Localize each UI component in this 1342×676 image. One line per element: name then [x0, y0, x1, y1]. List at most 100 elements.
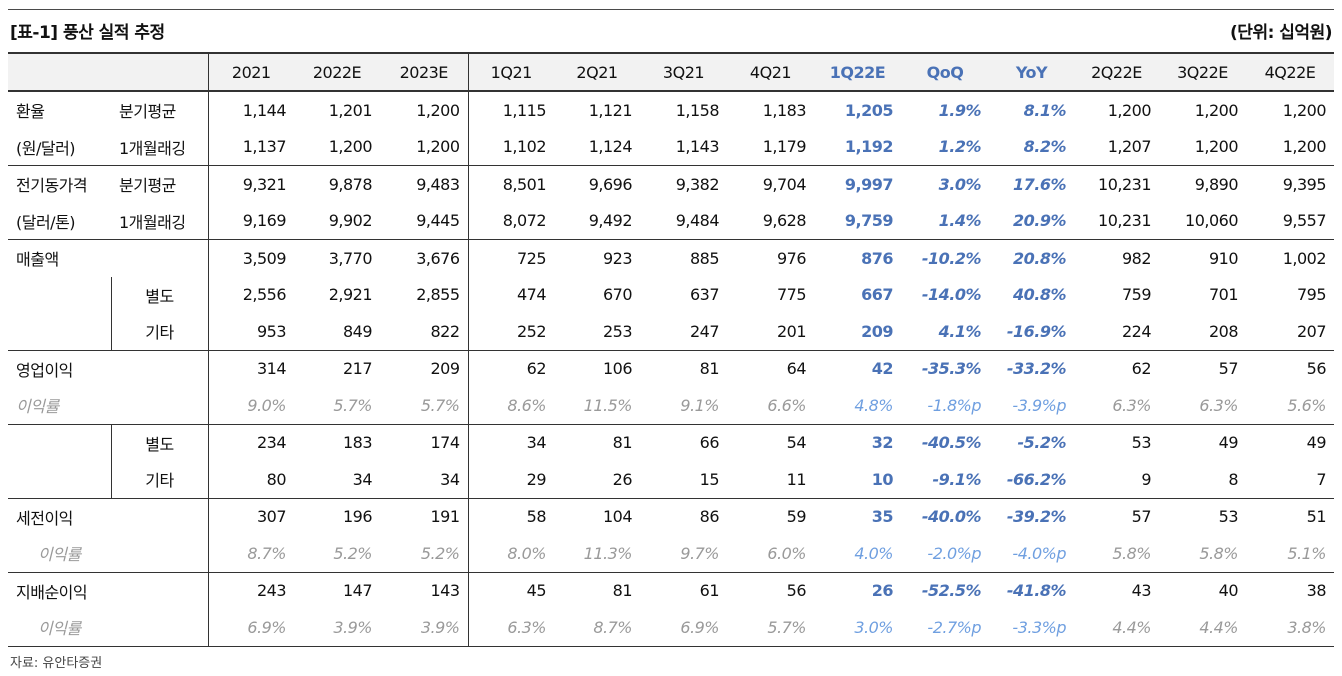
value-cell: 1,124 [554, 128, 640, 166]
value-cell: -39.2% [1006, 507, 1067, 527]
value-cell: 61 [699, 581, 720, 601]
value-cell: 9,878 [328, 174, 373, 194]
value-cell: 9,445 [380, 202, 469, 240]
value-cell: 5.7% [294, 387, 380, 425]
value-cell: 1,207 [1074, 128, 1159, 166]
table-row: 영업이익 314 217 209 62 106 81 64 42 -35.3% -33.2% 62 57… [8, 350, 1334, 387]
value-cell: 11.5% [554, 387, 640, 425]
value-cell: 147 [342, 581, 373, 601]
value-cell: 9,484 [640, 202, 727, 240]
row-label-empty [8, 313, 112, 351]
table-row: 기타 953 849 822 252 253 247 201 209 4.1% -16.9% 224 2… [8, 313, 1334, 351]
value-cell: 208 [1159, 313, 1246, 351]
value-cell: 143 [380, 572, 469, 609]
table-title: [표-1] 풍산 실적 추정 [10, 23, 165, 43]
value-cell: 40 [1218, 581, 1239, 601]
value-cell: 6.3% [1074, 387, 1159, 425]
value-cell: 795 [1296, 285, 1327, 305]
value-cell: 4.8% [814, 387, 901, 425]
value-cell: 183 [342, 433, 373, 453]
value-cell: 2,855 [380, 276, 469, 313]
value-cell: 849 [294, 313, 380, 351]
row-sublabel: 1개월래깅 [111, 128, 209, 166]
value-cell: -14.0% [921, 285, 982, 305]
value-cell: 3,676 [380, 239, 469, 277]
table-row: 이익률 8.7% 5.2% 5.2% 8.0% 11.3% 9.7% 6.0% 4.0% -2.0… [8, 535, 1334, 573]
value-cell: 6.3% [1159, 387, 1246, 425]
col-header: 2Q22E [1074, 52, 1159, 92]
value-cell: 976 [776, 248, 807, 268]
value-cell: 57 [1131, 507, 1152, 527]
table-row: 이익률 6.9% 3.9% 3.9% 6.3% 8.7% 6.9% 5.7% 3.0% -2.7%… [8, 609, 1334, 647]
table-row: 세전이익 307 196 191 58 104 86 59 35 -40.0% -39.2% 57 53… [8, 498, 1334, 535]
value-cell: 1,183 [762, 100, 807, 120]
table-row: 전기동가격 분기평균 9,321 9,878 9,483 8,501 9,696 9,382 9… [8, 165, 1334, 203]
value-cell: 49 [1306, 433, 1327, 453]
row-sublabel: 기타 [111, 461, 209, 499]
value-cell: 9.0% [208, 387, 294, 425]
value-cell: -2.7%p [901, 609, 989, 647]
value-cell: 32 [871, 433, 894, 453]
row-label: (달러/톤) [8, 202, 111, 240]
value-cell: -33.2% [1006, 359, 1067, 379]
value-cell: 9,704 [762, 174, 807, 194]
value-cell: 49 [1218, 433, 1239, 453]
value-cell: 885 [689, 248, 720, 268]
value-cell: 1.2% [901, 128, 989, 166]
table-row: 별도 2,556 2,921 2,855 474 670 637 775 667 -14.0% 40… [8, 276, 1334, 313]
value-cell: -40.0% [921, 507, 982, 527]
value-cell: 1,143 [640, 128, 727, 166]
value-cell: 26 [871, 581, 894, 601]
value-cell: 9,492 [554, 202, 640, 240]
col-header: 2021 [208, 52, 294, 92]
row-sublabel: 기타 [111, 313, 209, 351]
value-cell: -3.3%p [989, 609, 1074, 647]
col-header: 4Q21 [727, 52, 814, 92]
value-cell: 62 [1131, 359, 1152, 379]
value-cell: 9,169 [208, 202, 294, 240]
value-cell: -3.9%p [989, 387, 1074, 425]
value-cell: 1,115 [502, 100, 547, 120]
value-cell: 822 [380, 313, 469, 351]
value-cell: 86 [699, 507, 720, 527]
value-cell: 174 [380, 424, 469, 461]
value-cell: 81 [699, 359, 720, 379]
value-cell: 1,201 [328, 100, 373, 120]
value-cell: 759 [1121, 285, 1152, 305]
value-cell: 20.8% [1012, 248, 1067, 268]
value-cell: 11.3% [554, 535, 640, 573]
row-sublabel: 1개월래깅 [111, 202, 209, 240]
value-cell: 201 [727, 313, 814, 351]
row-sublabel: 분기평균 [111, 91, 209, 129]
value-cell: -52.5% [921, 581, 982, 601]
value-cell: -66.2% [989, 461, 1074, 499]
value-cell: 57 [1218, 359, 1239, 379]
row-label: 이익률 [8, 609, 209, 647]
value-cell: 62 [526, 359, 547, 379]
value-cell: 314 [256, 359, 287, 379]
value-cell: -2.0%p [901, 535, 989, 573]
row-sublabel: 별도 [111, 276, 209, 313]
value-cell: 9,696 [588, 174, 633, 194]
value-cell: 7 [1246, 461, 1334, 499]
value-cell: 9,321 [242, 174, 287, 194]
value-cell: 3,509 [242, 248, 287, 268]
value-cell: 8,072 [468, 202, 554, 240]
value-cell: 217 [342, 359, 373, 379]
value-cell: 34 [380, 461, 469, 499]
value-cell: 701 [1208, 285, 1239, 305]
value-cell: 3,770 [328, 248, 373, 268]
earnings-table: 2021 2022E 2023E 1Q21 2Q21 3Q21 4Q21 1Q2… [8, 52, 1334, 647]
row-label: 매출액 [8, 239, 209, 277]
value-cell: 8,501 [502, 174, 547, 194]
row-label-empty [8, 461, 112, 499]
value-cell: 1,200 [1194, 100, 1239, 120]
value-cell: 1,158 [675, 100, 720, 120]
value-cell: -16.9% [989, 313, 1074, 351]
value-cell: 81 [612, 433, 633, 453]
value-cell: 191 [380, 498, 469, 535]
value-cell: 9.7% [640, 535, 727, 573]
row-label: 세전이익 [8, 498, 209, 535]
value-cell: 9 [1074, 461, 1159, 499]
value-cell: 953 [208, 313, 294, 351]
